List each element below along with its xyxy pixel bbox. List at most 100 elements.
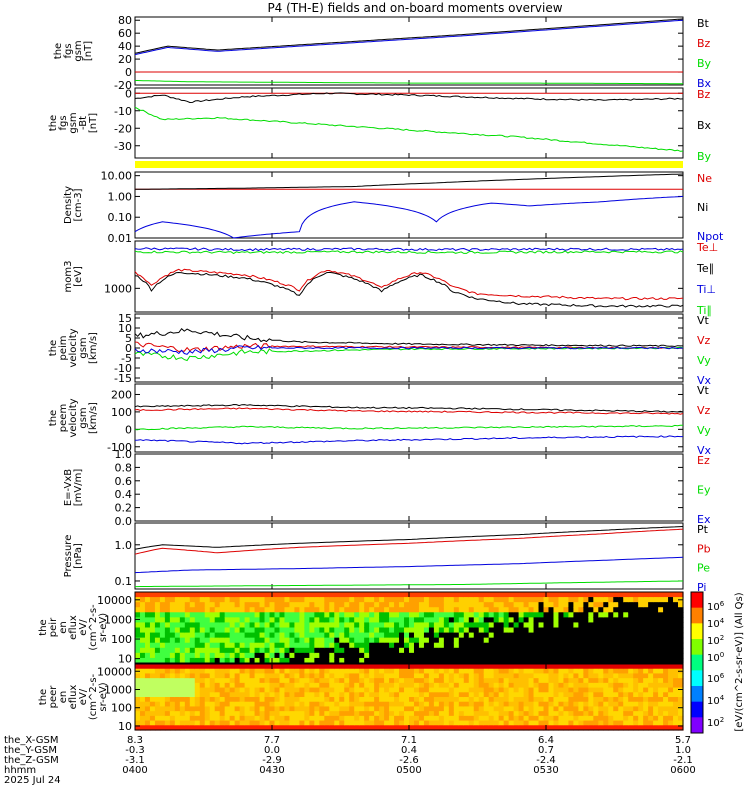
heat-cell	[603, 657, 609, 664]
y-tick-label: -5	[121, 352, 132, 365]
heat-cell	[568, 664, 574, 670]
heat-cell	[409, 697, 415, 703]
heat-cell	[294, 647, 300, 654]
heat-cell	[329, 678, 335, 684]
heat-cell	[648, 706, 654, 712]
heat-cell	[374, 687, 380, 693]
heat-cell	[458, 668, 465, 675]
heat-cell	[304, 642, 310, 649]
heat-cell	[284, 592, 291, 598]
heat-cell	[578, 647, 584, 654]
heat-cell	[369, 692, 375, 698]
heat-cell	[164, 706, 171, 712]
heat-cell	[199, 678, 206, 684]
heat-cell	[349, 678, 355, 684]
heat-cell	[473, 632, 480, 639]
heat-cell	[583, 701, 589, 708]
heat-cell	[498, 617, 505, 624]
heat-cell	[189, 715, 196, 722]
heat-cell	[264, 652, 271, 659]
heat-cell	[359, 652, 365, 659]
heat-cell	[409, 592, 415, 598]
heat-cell	[259, 617, 266, 624]
heat-cell	[463, 697, 470, 703]
heat-cell	[299, 657, 305, 664]
heat-cell	[603, 647, 609, 654]
heat-cell	[214, 607, 221, 613]
heat-cell	[608, 597, 614, 603]
heat-cell	[209, 706, 216, 712]
heat-cell	[319, 720, 325, 726]
heat-cell	[319, 678, 325, 684]
heat-cell	[249, 612, 256, 618]
heat-cell	[174, 612, 181, 618]
heat-cell	[349, 607, 355, 613]
heat-cell	[169, 678, 176, 684]
heat-cell	[299, 706, 305, 712]
heat-cell	[179, 673, 186, 679]
heat-cell	[658, 597, 664, 603]
heat-cell	[613, 617, 619, 624]
heat-cell	[239, 642, 246, 649]
heat-cell	[533, 720, 540, 726]
legend-Ne: Ne	[697, 172, 712, 185]
y-axis-label: the fgs gsm [nT]	[53, 40, 94, 61]
heat-cell	[409, 664, 415, 670]
heat-cell	[478, 597, 485, 603]
heat-cell	[493, 682, 500, 689]
heat-cell	[184, 647, 191, 654]
heat-cell	[384, 612, 390, 618]
heat-cell	[608, 612, 614, 618]
heat-cell	[568, 602, 574, 608]
heat-cell	[234, 642, 241, 649]
heat-cell	[658, 652, 664, 659]
heat-cell	[578, 682, 584, 689]
heat-cell	[174, 673, 181, 679]
heat-cell	[394, 627, 400, 634]
heat-cell	[144, 664, 151, 670]
heat-cell	[189, 602, 196, 608]
heat-cell	[503, 642, 510, 649]
heat-cell	[144, 647, 151, 654]
heat-cell	[379, 647, 385, 654]
heat-cell	[199, 711, 206, 717]
heat-cell	[274, 627, 281, 634]
heat-cell	[603, 725, 609, 731]
heat-cell	[254, 678, 261, 684]
heat-cell	[234, 687, 241, 693]
y-tick-label: 20	[118, 53, 132, 66]
heat-cell	[433, 673, 440, 679]
heat-cell	[658, 715, 664, 722]
heat-cell	[653, 706, 659, 712]
heat-cell	[344, 673, 350, 679]
heat-cell	[264, 692, 271, 698]
y-axis-label-line: the	[48, 410, 59, 426]
heat-cell	[493, 701, 500, 708]
heat-cell	[159, 597, 166, 603]
heat-cell	[149, 715, 156, 722]
heat-cell	[364, 678, 370, 684]
heat-cell	[568, 701, 574, 708]
heat-cell	[528, 692, 535, 698]
heat-cell	[648, 687, 654, 693]
heat-cell	[613, 612, 619, 618]
heat-cell	[324, 652, 330, 659]
heat-cell	[618, 701, 624, 708]
heat-cell	[613, 642, 619, 649]
heat-cell	[443, 592, 450, 598]
heat-cell	[443, 652, 450, 659]
heat-cell	[633, 592, 639, 598]
heat-cell	[254, 682, 261, 689]
heat-cell	[533, 647, 540, 654]
heat-cell	[523, 711, 530, 717]
heat-cell	[344, 622, 350, 629]
heat-cell	[503, 652, 510, 659]
heat-cell	[314, 697, 320, 703]
heat-cell	[603, 627, 609, 634]
heat-cell	[448, 720, 455, 726]
heat-cell	[229, 720, 236, 726]
heat-cell	[503, 673, 510, 679]
heat-cell	[553, 617, 560, 624]
heat-cell	[249, 627, 256, 634]
heat-cell	[159, 692, 166, 698]
